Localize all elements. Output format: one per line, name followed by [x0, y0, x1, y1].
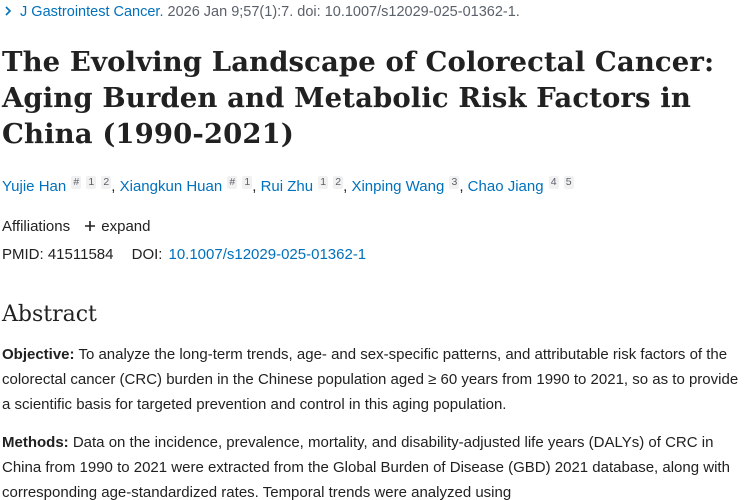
author-mark[interactable]: 2: [101, 176, 112, 189]
author-link[interactable]: Xiangkun Huan: [119, 178, 223, 195]
pmid-label: PMID:: [2, 246, 44, 263]
plus-icon: [85, 221, 96, 231]
author-link[interactable]: Xinping Wang: [351, 178, 445, 195]
abstract-heading: Abstract: [2, 302, 97, 327]
objective-text: To analyze the long-term trends, age- an…: [2, 346, 739, 413]
author-mark[interactable]: #: [71, 176, 82, 189]
author-mark[interactable]: 1: [86, 176, 97, 189]
objective-label: Objective:: [2, 346, 75, 363]
author-link[interactable]: Chao Jiang: [467, 178, 544, 195]
affiliations-row: Affiliations expand: [2, 218, 150, 235]
doi-label: DOI:: [131, 246, 163, 263]
article-title: The Evolving Landscape of Colorectal Can…: [2, 46, 715, 150]
author-mark[interactable]: 1: [318, 176, 329, 189]
expand-affiliations-button[interactable]: expand: [84, 218, 150, 235]
author-mark[interactable]: 1: [242, 176, 253, 189]
methods-label: Methods:: [2, 434, 69, 451]
author-mark[interactable]: 4: [548, 176, 559, 189]
author-mark[interactable]: 5: [563, 176, 574, 189]
identifiers-row: PMID: 41511584 DOI: 10.1007/s12029-025-01…: [2, 246, 366, 263]
abstract-objective: Objective: To analyze the long-term tren…: [2, 342, 748, 417]
methods-text: Data on the incidence, prevalence, morta…: [2, 434, 730, 500]
doi-link[interactable]: 10.1007/s12029-025-01362-1: [168, 246, 367, 263]
author-link[interactable]: Yujie Han: [2, 178, 67, 195]
author-mark[interactable]: #: [227, 176, 238, 189]
author-mark[interactable]: 2: [333, 176, 344, 189]
author-list: Yujie Han # 1 2, Xiangkun Huan # 1, Rui …: [2, 176, 574, 195]
author-mark[interactable]: 3: [449, 176, 460, 189]
chevron-right-icon: [5, 6, 12, 16]
journal-link[interactable]: J Gastrointest Cancer.: [20, 4, 164, 20]
citation-details: 2026 Jan 9;57(1):7. doi: 10.1007/s12029-…: [167, 4, 520, 20]
abstract-methods: Methods: Data on the incidence, prevalen…: [2, 430, 748, 500]
pmid-value: 41511584: [47, 246, 114, 263]
expand-label: expand: [101, 218, 151, 235]
citation-line: J Gastrointest Cancer. 2026 Jan 9;57(1):…: [2, 4, 520, 20]
affiliations-label: Affiliations: [2, 218, 71, 235]
author-link[interactable]: Rui Zhu: [260, 178, 314, 195]
